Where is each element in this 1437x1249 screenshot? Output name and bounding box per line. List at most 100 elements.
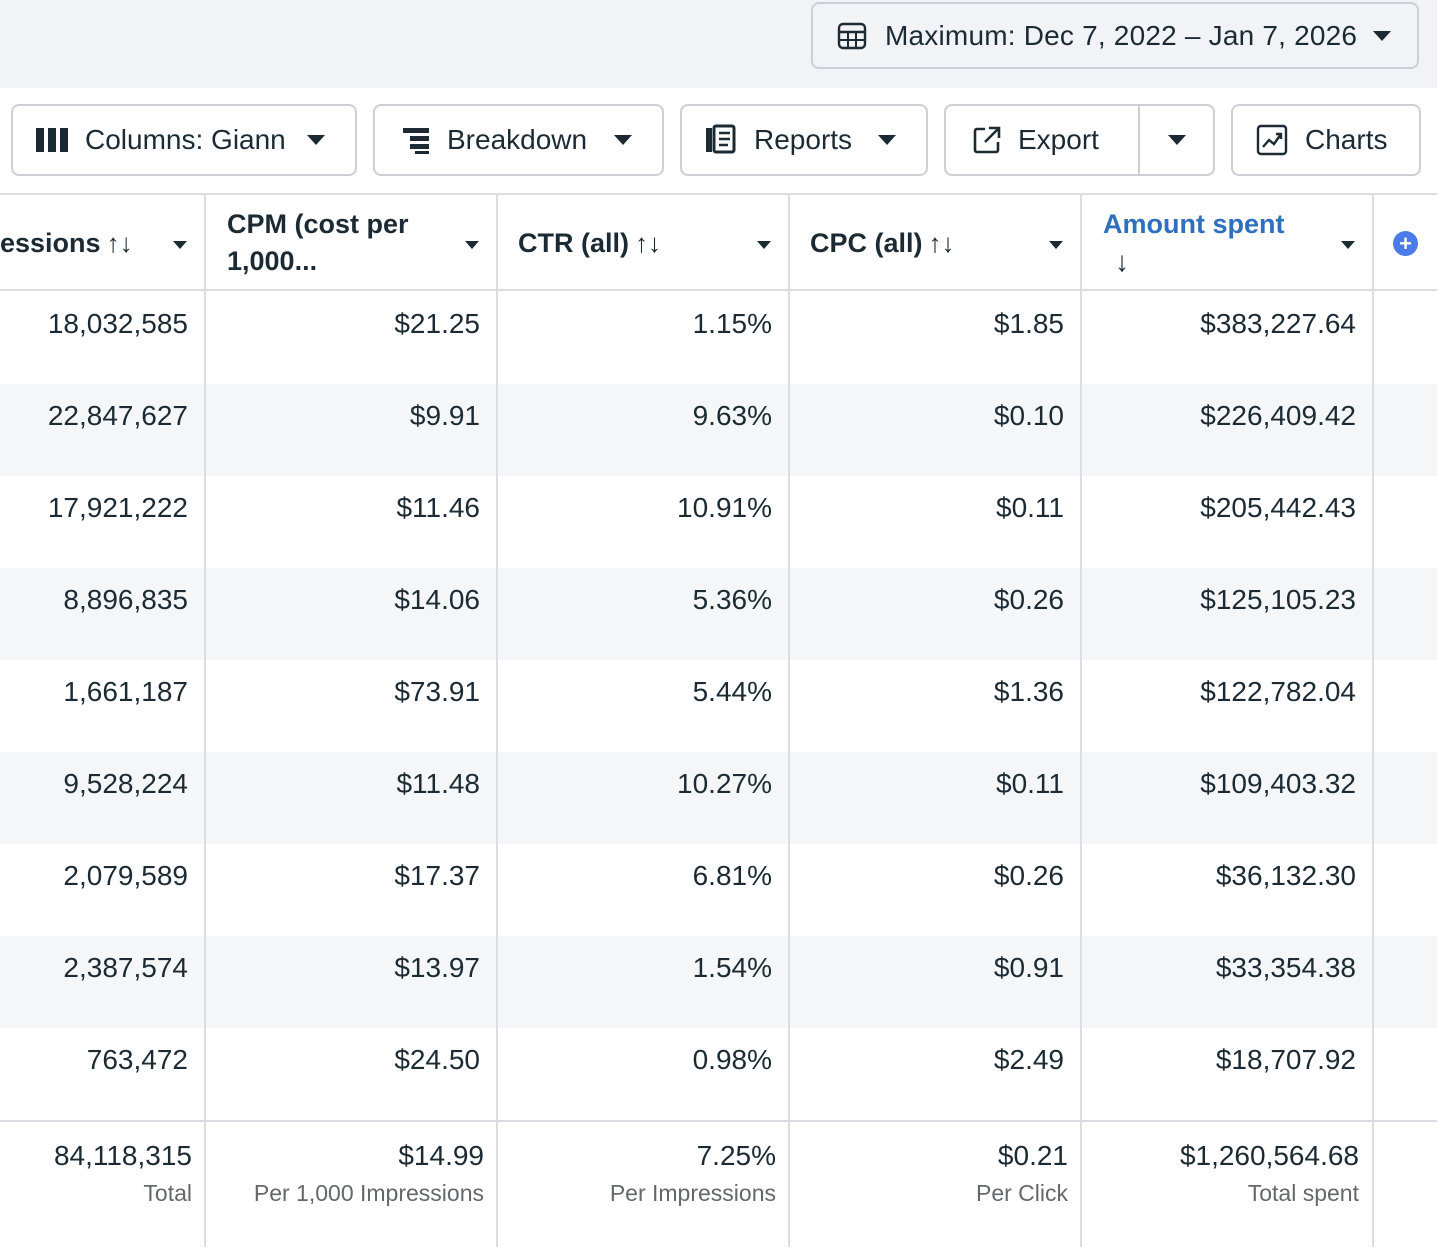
cell-cpc: $0.11 xyxy=(996,768,1064,799)
total-caption: Per 1,000 Impressions xyxy=(253,1180,484,1206)
cell-cpm: $24.50 xyxy=(394,1044,480,1075)
total-value: 7.25% xyxy=(696,1140,776,1171)
chevron-down-icon[interactable] xyxy=(1341,241,1355,249)
cell-cpc: $0.10 xyxy=(993,400,1064,431)
total-cpm: $14.99 Per 1,000 Impressions xyxy=(254,1122,484,1207)
breakdown-label: Breakdown xyxy=(447,124,588,155)
chevron-down-icon[interactable] xyxy=(465,241,479,249)
cell-impressions: 1,661,187 xyxy=(63,676,188,707)
cell-cpm: $11.48 xyxy=(396,768,480,799)
column-header-label: 1,000... xyxy=(227,246,318,276)
cell-impressions: 18,032,585 xyxy=(47,308,188,339)
chevron-down-icon xyxy=(1373,30,1391,41)
sort-descending-icon[interactable]: ↓ xyxy=(1115,246,1129,277)
reports-button[interactable]: Reports xyxy=(680,104,928,176)
chevron-down-icon xyxy=(878,135,896,145)
charts-button[interactable]: Charts xyxy=(1231,104,1421,176)
column-divider xyxy=(496,195,498,1247)
data-table: essions ↑↓ CPM (cost per 1,000... CTR (a… xyxy=(0,193,1437,1247)
export-button[interactable]: Export xyxy=(946,106,1138,174)
breakdown-icon xyxy=(399,123,433,157)
table-row: 18,032,585 $21.25 1.15% $1.85 $383,227.64 xyxy=(0,292,1437,384)
column-header-label: CPC (all) xyxy=(810,227,923,258)
chevron-down-icon[interactable] xyxy=(757,241,771,249)
column-divider xyxy=(1080,195,1082,1247)
column-header-label: essions xyxy=(0,227,101,258)
table-row: 8,896,835 $14.06 5.36% $0.26 $125,105.23 xyxy=(0,568,1437,660)
cell-amount: $205,442.43 xyxy=(1200,492,1356,523)
cell-impressions: 2,387,574 xyxy=(63,952,188,983)
calendar-table-icon xyxy=(837,21,867,51)
cell-impressions: 2,079,589 xyxy=(63,860,188,891)
total-caption: Per Click xyxy=(975,1180,1068,1206)
column-divider xyxy=(1372,195,1374,1247)
chart-icon xyxy=(1255,123,1289,157)
column-header-cpm[interactable]: CPM (cost per 1,000... xyxy=(207,195,497,291)
cell-amount: $383,227.64 xyxy=(1200,308,1356,339)
table-row: 2,387,574 $13.97 1.54% $0.91 $33,354.38 xyxy=(0,936,1437,1028)
breakdown-button[interactable]: Breakdown xyxy=(373,104,664,176)
sort-icon[interactable]: ↑↓ xyxy=(106,227,133,258)
sort-icon[interactable]: ↑↓ xyxy=(635,227,661,258)
cell-ctr: 5.44% xyxy=(692,676,772,707)
cell-impressions: 763,472 xyxy=(86,1044,188,1075)
cell-amount: $36,132.30 xyxy=(1215,860,1356,891)
charts-label: Charts xyxy=(1305,124,1388,155)
add-column-icon[interactable]: + xyxy=(1393,231,1418,256)
cell-cpc: $1.85 xyxy=(993,308,1064,339)
cell-cpm: $17.37 xyxy=(394,860,480,891)
cell-ctr: 10.27% xyxy=(677,768,772,799)
export-divider xyxy=(1138,106,1140,174)
cell-cpc: $0.26 xyxy=(993,860,1064,891)
export-icon xyxy=(970,123,1004,157)
total-ctr: 7.25% Per Impressions xyxy=(610,1122,776,1207)
date-range-label: Maximum: Dec 7, 2022 – Jan 7, 2026 xyxy=(885,19,1358,51)
total-amount-spent: $1,260,564.68 Total spent xyxy=(1180,1122,1359,1207)
cell-ctr: 1.54% xyxy=(692,952,772,983)
cell-amount: $33,354.38 xyxy=(1215,952,1356,983)
table-header: essions ↑↓ CPM (cost per 1,000... CTR (a… xyxy=(0,195,1437,291)
cell-amount: $18,707.92 xyxy=(1215,1044,1356,1075)
table-row: 1,661,187 $73.91 5.44% $1.36 $122,782.04 xyxy=(0,660,1437,752)
cell-ctr: 10.91% xyxy=(677,492,772,523)
column-header-label: CPM (cost per xyxy=(227,209,409,239)
columns-button[interactable]: Columns: Giann xyxy=(11,104,357,176)
cell-amount: $125,105.23 xyxy=(1200,584,1356,615)
chevron-down-icon xyxy=(614,135,632,145)
chevron-down-icon[interactable] xyxy=(173,241,187,249)
reports-icon xyxy=(704,123,738,157)
cell-ctr: 5.36% xyxy=(692,584,772,615)
table-row: 2,079,589 $17.37 6.81% $0.26 $36,132.30 xyxy=(0,844,1437,936)
total-value: $1,260,564.68 xyxy=(1179,1140,1359,1171)
chevron-down-icon[interactable] xyxy=(1049,241,1063,249)
export-dropdown-button[interactable] xyxy=(1140,106,1213,174)
columns-label: Columns: Giann xyxy=(85,124,286,155)
cell-cpc: $0.11 xyxy=(996,492,1064,523)
column-header-label: Amount spent xyxy=(1103,209,1285,239)
date-range-button[interactable]: Maximum: Dec 7, 2022 – Jan 7, 2026 xyxy=(811,2,1419,69)
cell-cpm: $14.06 xyxy=(394,584,480,615)
chevron-down-icon xyxy=(307,135,325,145)
cell-cpc: $2.49 xyxy=(993,1044,1064,1075)
column-header-amount-spent[interactable]: Amount spent ↓ xyxy=(1083,195,1373,291)
sort-icon[interactable]: ↑↓ xyxy=(928,227,955,258)
reports-label: Reports xyxy=(754,124,853,155)
cell-ctr: 9.63% xyxy=(692,400,772,431)
column-header-cpc[interactable]: CPC (all) ↑↓ xyxy=(791,195,1081,291)
toolbar: Columns: Giann Breakdown Reports Export xyxy=(0,88,1437,194)
column-header-ctr[interactable]: CTR (all) ↑↓ xyxy=(499,195,789,291)
cell-cpm: $73.91 xyxy=(394,676,480,707)
cell-amount: $109,403.32 xyxy=(1200,768,1356,799)
total-caption: Total xyxy=(143,1180,192,1206)
chevron-down-icon xyxy=(1167,135,1186,145)
cell-impressions: 8,896,835 xyxy=(63,584,188,615)
total-impressions: 84,118,315 Total xyxy=(54,1122,192,1207)
cell-amount: $122,782.04 xyxy=(1200,676,1356,707)
total-value: $14.99 xyxy=(398,1140,484,1171)
column-header-impressions[interactable]: essions ↑↓ xyxy=(0,195,205,291)
cell-cpc: $0.91 xyxy=(993,952,1064,983)
cell-impressions: 22,847,627 xyxy=(47,400,188,431)
export-label: Export xyxy=(1018,124,1099,155)
cell-cpm: $21.25 xyxy=(394,308,480,339)
cell-impressions: 9,528,224 xyxy=(63,768,188,799)
